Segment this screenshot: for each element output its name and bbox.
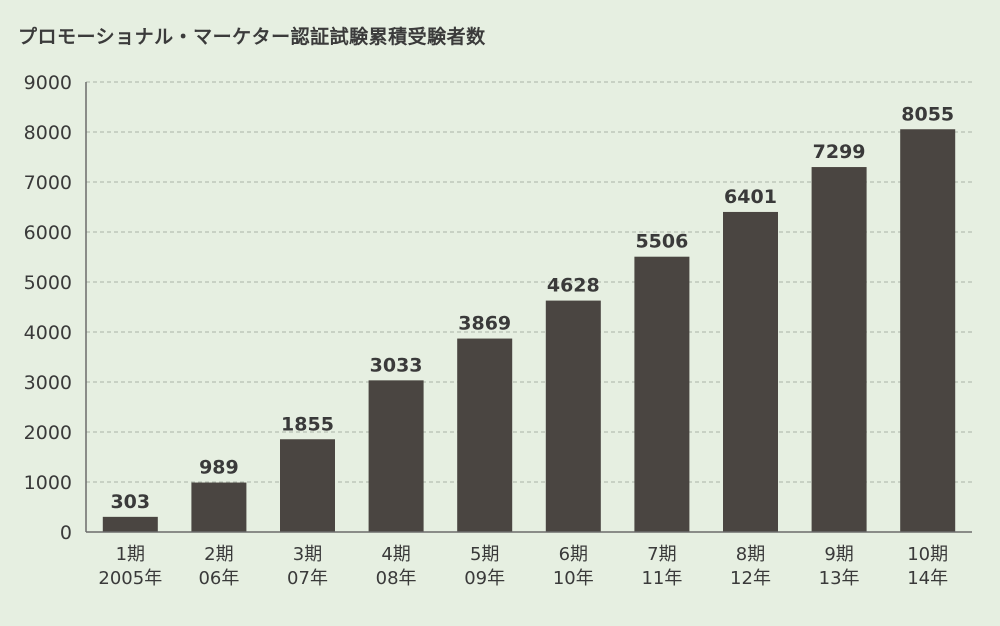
x-tick-label: 3期 — [293, 544, 322, 565]
x-tick-label: 06年 — [198, 568, 239, 589]
x-tick-label: 6期 — [559, 544, 588, 565]
y-tick-label: 8000 — [24, 122, 72, 144]
y-tick-label: 2000 — [24, 422, 72, 444]
x-tick-label: 07年 — [287, 568, 328, 589]
data-label: 7299 — [813, 141, 866, 163]
x-tick-label: 12年 — [730, 568, 771, 589]
x-tick-label: 09年 — [464, 568, 505, 589]
data-label: 5506 — [635, 231, 688, 253]
x-tick-label: 7期 — [647, 544, 676, 565]
bar — [280, 439, 335, 532]
x-tick-label: 9期 — [824, 544, 853, 565]
x-tick-label: 2期 — [204, 544, 233, 565]
x-tick-label: 8期 — [736, 544, 765, 565]
bar — [900, 129, 956, 532]
y-tick-label: 9000 — [24, 72, 72, 94]
x-tick-label: 2005年 — [98, 568, 162, 589]
data-label: 1855 — [281, 413, 334, 435]
y-tick-label: 6000 — [24, 222, 72, 244]
bar — [545, 300, 601, 532]
bar — [191, 482, 247, 532]
data-label: 989 — [199, 457, 239, 479]
data-label: 3869 — [458, 313, 511, 335]
x-tick-label: 13年 — [819, 568, 860, 589]
y-tick-label: 1000 — [24, 472, 72, 494]
x-tick-label: 14年 — [907, 568, 948, 589]
x-tick-label: 10期 — [907, 544, 948, 565]
x-tick-label: 4期 — [381, 544, 410, 565]
x-tick-label: 10年 — [553, 568, 594, 589]
chart-title: プロモーショナル・マーケター認証試験累積受験者数 — [18, 26, 486, 48]
x-tick-label: 11年 — [641, 568, 682, 589]
data-label: 303 — [110, 491, 150, 513]
y-tick-label: 0 — [60, 522, 72, 544]
data-label: 3033 — [370, 354, 423, 376]
data-label: 8055 — [901, 103, 954, 125]
bar — [634, 256, 690, 532]
bar — [457, 338, 513, 532]
y-tick-label: 7000 — [24, 172, 72, 194]
y-tick-label: 4000 — [24, 322, 72, 344]
x-tick-label: 5期 — [470, 544, 499, 565]
y-tick-label: 5000 — [24, 272, 72, 294]
bar — [102, 516, 158, 532]
x-tick-label: 08年 — [376, 568, 417, 589]
x-tick-label: 1期 — [116, 544, 145, 565]
bar — [811, 167, 867, 533]
bar — [368, 380, 424, 532]
y-tick-label: 3000 — [24, 372, 72, 394]
data-label: 6401 — [724, 186, 777, 208]
bar — [723, 211, 778, 532]
data-label: 4628 — [547, 275, 600, 297]
